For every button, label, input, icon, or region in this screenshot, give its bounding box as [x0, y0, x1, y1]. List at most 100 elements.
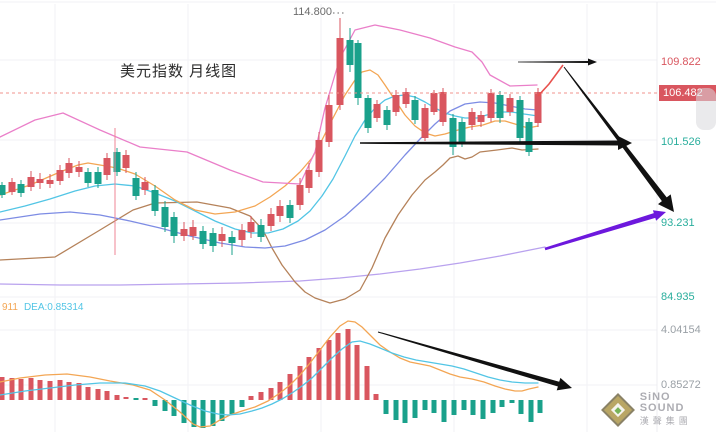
candle-body [141, 182, 149, 190]
dif-value-label: 911 [2, 302, 18, 313]
macd-dif-line [0, 320, 539, 428]
brand-watermark: SiNO SOUND 漢聲集團 [604, 392, 716, 427]
macd-histogram-bar [537, 400, 543, 413]
macd-histogram-bar [47, 381, 53, 400]
macd-histogram-bar [287, 374, 293, 400]
macd-histogram-bar [191, 400, 197, 427]
candle-body [346, 40, 354, 65]
bb_upper-line [0, 24, 538, 185]
candle-body [364, 98, 372, 128]
macd-histogram-bar [18, 379, 24, 400]
macd-histogram-bar [383, 400, 389, 414]
macd-histogram-bar [57, 380, 63, 400]
candle-body [228, 237, 236, 243]
macd-histogram-bar [37, 380, 43, 400]
candle-body [449, 118, 457, 147]
candle-body [354, 43, 362, 98]
candle-body [170, 217, 178, 236]
macd-histogram-bar [345, 329, 351, 400]
price-axis-label: 84.935 [661, 291, 695, 303]
watermark-brand-cn: 漢聲集團 [639, 416, 692, 426]
macd-histogram-bar [258, 392, 264, 400]
macd-histogram-bar [268, 388, 274, 400]
candle-body [65, 163, 73, 173]
candle-body [36, 179, 44, 183]
candle-body [238, 230, 246, 240]
candle-body [103, 158, 111, 175]
candle-body [17, 184, 25, 193]
candle-body [534, 92, 542, 123]
longterm-ma-arrow [544, 210, 666, 251]
candle-body [468, 112, 476, 125]
candle-body [525, 122, 533, 152]
candle-body [516, 100, 524, 138]
price-axis-label: 4.04154 [661, 324, 701, 336]
candle-body [218, 234, 226, 241]
ma_brown-line [0, 147, 539, 304]
macd-histogram-bar [451, 400, 457, 415]
candle-body [8, 182, 16, 192]
macd-histogram-bar [200, 400, 206, 428]
candle-body [84, 172, 92, 183]
macd-histogram-bar [229, 400, 235, 414]
candle-body [336, 38, 344, 105]
candle-body [209, 233, 217, 246]
macd-histogram-bar [470, 400, 476, 415]
candle-body [439, 92, 447, 122]
macd-histogram-bar [85, 387, 91, 400]
candle-body [402, 92, 410, 104]
candle-body [392, 95, 400, 112]
candle-body [296, 185, 304, 205]
macd-histogram-bar [248, 396, 254, 400]
candle-body [305, 170, 313, 188]
peak-price-label: 114.800 [293, 6, 332, 18]
candle-body [383, 110, 391, 125]
candle-body [94, 172, 102, 184]
macd-histogram-bar [518, 400, 524, 414]
macd-histogram-bar [402, 400, 408, 423]
macd-histogram-bar [393, 400, 399, 420]
projected-bounce-line [537, 64, 564, 97]
candle-body [27, 177, 35, 187]
macd-histogram-bar [306, 357, 312, 400]
macd-histogram-bar [9, 378, 15, 400]
macd-histogram-bar [28, 378, 34, 400]
macd-histogram-bar [95, 389, 101, 400]
candle-body [430, 93, 438, 112]
macd-indicator-values: 911 DEA:0.85314 [2, 302, 83, 313]
macd-histogram-bar [114, 395, 120, 400]
candle-body [75, 167, 83, 172]
candle-body [113, 152, 121, 172]
ui-artifact [696, 88, 716, 130]
macd-histogram-bar [431, 400, 437, 413]
macd-histogram-bar [123, 397, 129, 399]
price-axis-label: 0.85272 [661, 379, 701, 391]
ma_blue-line [0, 101, 539, 249]
macd-histogram-bar [152, 400, 158, 406]
price-axis-label: 93.231 [661, 217, 695, 229]
macd-histogram-bar [335, 333, 341, 400]
macd-histogram-bar [133, 398, 139, 400]
candle-body [286, 205, 294, 218]
macd-histogram-bar [277, 382, 283, 400]
dea-value-label: DEA:0.85314 [23, 302, 84, 313]
chart-title: 美元指数 月线图 [120, 63, 238, 80]
macd-histogram-bar [142, 398, 148, 400]
candle-body [276, 206, 284, 216]
candle-body [267, 214, 275, 226]
candle-body [421, 108, 429, 138]
candle-body [411, 100, 419, 120]
candle-body [199, 231, 207, 244]
ma_lavender-line [0, 246, 546, 286]
candle-body [180, 229, 188, 236]
candle-body [0, 185, 6, 195]
macd-histogram-bar [326, 340, 332, 400]
candle-body [315, 140, 323, 172]
sino-sound-logo-icon [604, 395, 633, 425]
macd-histogram-bar [528, 400, 534, 422]
macd-histogram-bar [461, 400, 467, 410]
macd-histogram-bar [490, 400, 496, 413]
macd-histogram-bar [509, 400, 515, 403]
macd-histogram-bar [373, 394, 379, 400]
